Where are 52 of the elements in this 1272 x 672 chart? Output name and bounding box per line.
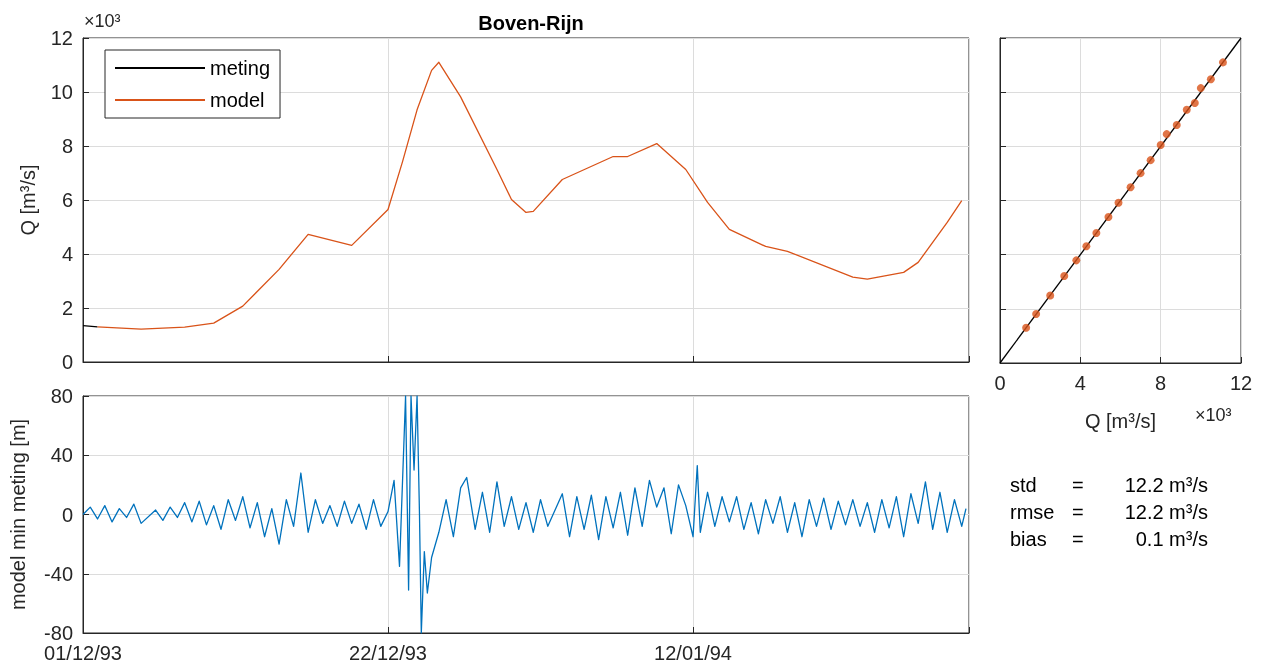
x-tick-label: 01/12/93	[44, 642, 122, 664]
point	[1060, 272, 1069, 281]
text: ×10³	[1195, 405, 1232, 425]
point	[1082, 242, 1091, 251]
point	[1182, 105, 1191, 114]
y-tick-label: 0	[61, 503, 73, 526]
point	[1196, 84, 1205, 93]
y-tick-label: -40	[44, 562, 73, 585]
line-series	[96, 61, 963, 330]
y-tick-label: 8	[61, 135, 73, 157]
y-tick-label: 40	[50, 444, 73, 467]
y-tick-label: -80	[44, 622, 73, 644]
point	[1146, 156, 1155, 165]
legend-label: meting	[210, 57, 271, 79]
point	[1092, 229, 1101, 237]
point	[1022, 323, 1031, 332]
y-tick-label: 2	[61, 297, 73, 319]
text: bias = 0.1 m³/s	[1010, 528, 1208, 550]
point	[1136, 169, 1145, 178]
y-tick-label: 12	[50, 27, 73, 49]
text: std = 12.2 m³/s	[1010, 474, 1208, 496]
point	[1156, 140, 1165, 149]
point	[1072, 256, 1081, 265]
x-tick-label: 12/01/94	[654, 642, 732, 664]
x-tick-label: 12	[1229, 372, 1253, 394]
y-axis-title: Q [m³/s]	[17, 164, 39, 236]
y-tick-label: 10	[50, 81, 73, 103]
point	[1126, 183, 1135, 192]
line-series	[82, 395, 967, 634]
point	[1046, 291, 1055, 300]
x-tick-label: 8	[1155, 372, 1167, 394]
point	[1104, 213, 1113, 222]
text: ×10³	[84, 11, 121, 31]
y-tick-label: 4	[61, 243, 73, 265]
x-tick-label: 0	[994, 372, 1006, 394]
chart-title: Boven-Rijn	[478, 12, 584, 34]
point	[1162, 130, 1171, 139]
x-axis-title: Q [m³/s]	[1084, 410, 1157, 432]
text: rmse = 12.2 m³/s	[1010, 501, 1208, 523]
point	[1032, 309, 1041, 318]
y-tick-label: 6	[61, 189, 73, 211]
point	[1190, 99, 1199, 107]
x-tick-label: 4	[1074, 372, 1086, 394]
y-tick-label: 0	[61, 351, 73, 373]
legend-label: model	[210, 89, 265, 111]
point	[1206, 75, 1215, 84]
y-tick-label: 80	[50, 385, 73, 407]
point	[1114, 198, 1123, 207]
y-axis-title: model min meting [m]	[7, 418, 29, 611]
point	[1172, 120, 1181, 129]
point	[1218, 58, 1227, 67]
x-tick-label: 22/12/93	[349, 642, 427, 664]
